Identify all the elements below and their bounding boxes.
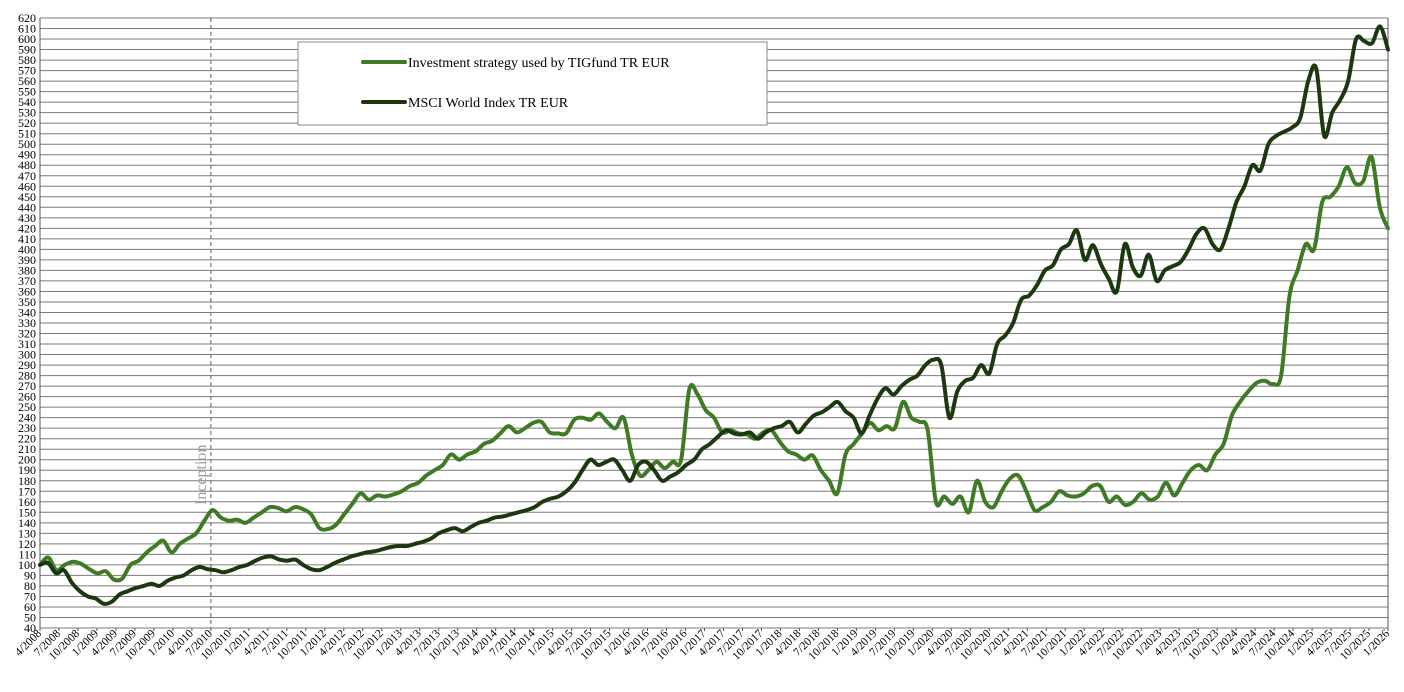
y-tick-label: 330 <box>18 316 36 330</box>
y-tick-label: 140 <box>18 516 36 530</box>
y-tick-label: 540 <box>18 95 36 109</box>
y-tick-label: 40 <box>24 621 36 635</box>
y-tick-label: 200 <box>18 453 36 467</box>
y-tick-label: 610 <box>18 22 36 36</box>
y-tick-label: 480 <box>18 158 36 172</box>
y-tick-label: 460 <box>18 179 36 193</box>
y-tick-label: 90 <box>24 568 36 582</box>
series-line-tigfund <box>38 154 1390 583</box>
y-tick-label: 520 <box>18 116 36 130</box>
y-axis-ticks: 4050607080901001101201301401501601701801… <box>18 11 36 635</box>
y-tick-label: 600 <box>18 32 36 46</box>
y-tick-label: 270 <box>18 379 36 393</box>
y-tick-label: 130 <box>18 526 36 540</box>
legend-label-msci-world: MSCI World Index TR EUR <box>408 96 569 111</box>
y-tick-label: 620 <box>18 11 36 25</box>
y-tick-label: 230 <box>18 421 36 435</box>
y-tick-label: 120 <box>18 537 36 551</box>
y-tick-label: 500 <box>18 137 36 151</box>
y-tick-label: 110 <box>18 547 36 561</box>
y-tick-label: 260 <box>18 390 36 404</box>
inception-label: Inception <box>193 445 210 505</box>
y-tick-label: 570 <box>18 64 36 78</box>
x-axis-ticks: 4/20087/200810/20081/20094/20097/200910/… <box>13 627 1392 662</box>
y-tick-label: 400 <box>18 242 36 256</box>
y-tick-label: 240 <box>18 411 36 425</box>
y-tick-label: 210 <box>18 442 36 456</box>
legend-label-tigfund: Investment strategy used by TIGfund TR E… <box>408 56 670 71</box>
y-tick-label: 440 <box>18 200 36 214</box>
y-tick-label: 590 <box>18 43 36 57</box>
y-tick-label: 80 <box>24 579 36 593</box>
inception-annotation: Inception <box>193 18 212 628</box>
y-tick-label: 150 <box>18 505 36 519</box>
y-tick-label: 280 <box>18 369 36 383</box>
y-tick-label: 180 <box>18 474 36 488</box>
y-tick-label: 550 <box>18 85 36 99</box>
y-tick-label: 410 <box>18 232 36 246</box>
y-tick-label: 70 <box>24 589 36 603</box>
y-tick-label: 490 <box>18 148 36 162</box>
y-tick-label: 510 <box>18 127 36 141</box>
legend: Investment strategy used by TIGfund TR E… <box>297 41 768 126</box>
y-tick-label: 190 <box>18 463 36 477</box>
y-tick-label: 530 <box>18 106 36 120</box>
y-tick-label: 320 <box>18 327 36 341</box>
y-tick-label: 470 <box>18 169 36 183</box>
y-tick-label: 580 <box>18 53 36 67</box>
y-tick-label: 50 <box>24 610 36 624</box>
y-tick-label: 370 <box>18 274 36 288</box>
y-tick-label: 310 <box>18 337 36 351</box>
y-tick-label: 100 <box>18 558 36 572</box>
y-tick-label: 560 <box>18 74 36 88</box>
y-tick-label: 430 <box>18 211 36 225</box>
y-tick-label: 360 <box>18 284 36 298</box>
y-tick-label: 290 <box>18 358 36 372</box>
y-tick-label: 220 <box>18 432 36 446</box>
legend-box <box>297 41 768 126</box>
y-tick-label: 380 <box>18 263 36 277</box>
y-tick-label: 250 <box>18 400 36 414</box>
series-lines <box>38 24 1390 606</box>
y-tick-label: 340 <box>18 305 36 319</box>
y-tick-label: 390 <box>18 253 36 267</box>
y-tick-label: 450 <box>18 190 36 204</box>
y-tick-label: 300 <box>18 348 36 362</box>
y-tick-label: 420 <box>18 221 36 235</box>
y-tick-label: 60 <box>24 600 36 614</box>
y-tick-label: 170 <box>18 484 36 498</box>
y-tick-label: 160 <box>18 495 36 509</box>
y-tick-label: 350 <box>18 295 36 309</box>
series-line-msci-world <box>38 24 1390 606</box>
